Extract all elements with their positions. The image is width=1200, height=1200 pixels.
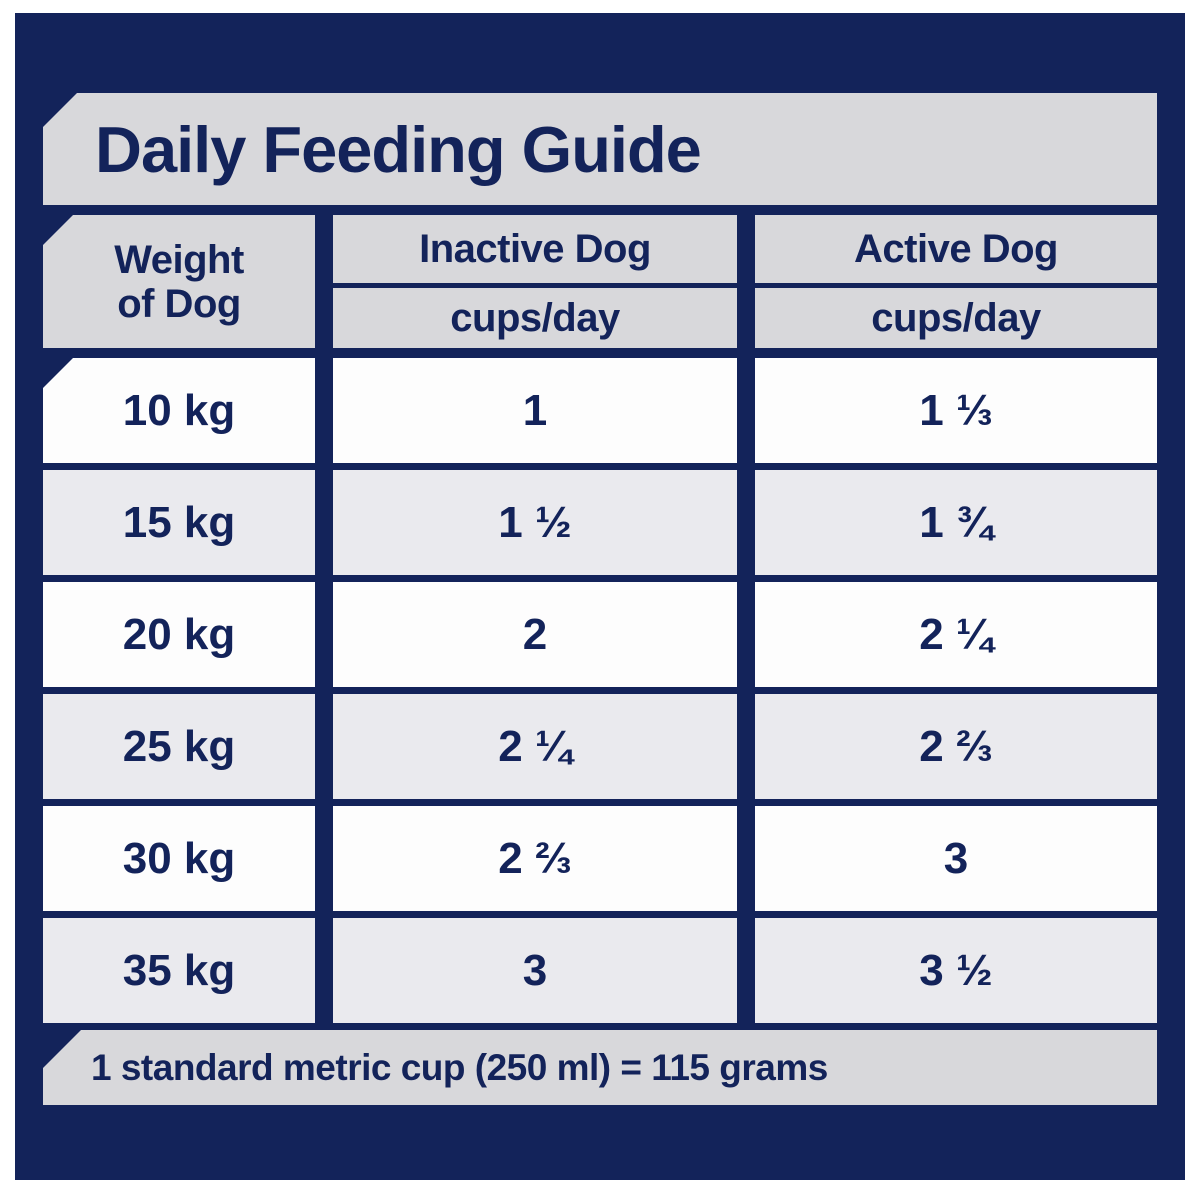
table-row: 30 kg 2 ⅔ 3 <box>43 806 1157 911</box>
table-row: 20 kg 2 2 ¼ <box>43 582 1157 687</box>
table-row: 25 kg 2 ¼ 2 ⅔ <box>43 694 1157 799</box>
table-row: 35 kg 3 3 ½ <box>43 918 1157 1023</box>
weight-cell: 35 kg <box>43 918 315 1023</box>
title-band: Daily Feeding Guide <box>43 93 1157 205</box>
active-cups-day-label: cups/day <box>755 288 1157 348</box>
inactive-cups-cell: 1 <box>333 358 737 463</box>
inactive-cups-cell: 2 <box>333 582 737 687</box>
table-row: 10 kg 1 1 ⅓ <box>43 358 1157 463</box>
inactive-cups-day-label: cups/day <box>333 288 737 348</box>
table-row: 15 kg 1 ½ 1 ¾ <box>43 470 1157 575</box>
table-header-row: Weight of Dog Inactive Dog cups/day Acti… <box>43 215 1157 348</box>
inactive-cups-cell: 1 ½ <box>333 470 737 575</box>
inactive-column-header: Inactive Dog cups/day <box>333 215 737 348</box>
cup-conversion-note: 1 standard metric cup (250 ml) = 115 gra… <box>91 1046 828 1088</box>
active-cups-cell: 1 ⅓ <box>755 358 1157 463</box>
inactive-cups-cell: 2 ¼ <box>333 694 737 799</box>
active-cups-cell: 2 ¼ <box>755 582 1157 687</box>
weight-cell: 10 kg <box>43 358 315 463</box>
inactive-dog-label: Inactive Dog <box>333 215 737 283</box>
weight-cell: 30 kg <box>43 806 315 911</box>
weight-cell: 25 kg <box>43 694 315 799</box>
inactive-cups-cell: 2 ⅔ <box>333 806 737 911</box>
weight-column-header: Weight of Dog <box>43 215 315 348</box>
active-cups-cell: 2 ⅔ <box>755 694 1157 799</box>
active-column-header: Active Dog cups/day <box>755 215 1157 348</box>
weight-cell: 15 kg <box>43 470 315 575</box>
active-cups-cell: 1 ¾ <box>755 470 1157 575</box>
active-dog-label: Active Dog <box>755 215 1157 283</box>
active-cups-cell: 3 ½ <box>755 918 1157 1023</box>
weight-header-line2: of Dog <box>117 281 241 326</box>
active-cups-cell: 3 <box>755 806 1157 911</box>
note-band: 1 standard metric cup (250 ml) = 115 gra… <box>43 1030 1157 1105</box>
feeding-guide-panel: Daily Feeding Guide Weight of Dog Inacti… <box>15 13 1185 1180</box>
weight-cell: 20 kg <box>43 582 315 687</box>
page-title: Daily Feeding Guide <box>95 112 702 186</box>
inactive-cups-cell: 3 <box>333 918 737 1023</box>
weight-header-line1: Weight <box>114 237 244 282</box>
